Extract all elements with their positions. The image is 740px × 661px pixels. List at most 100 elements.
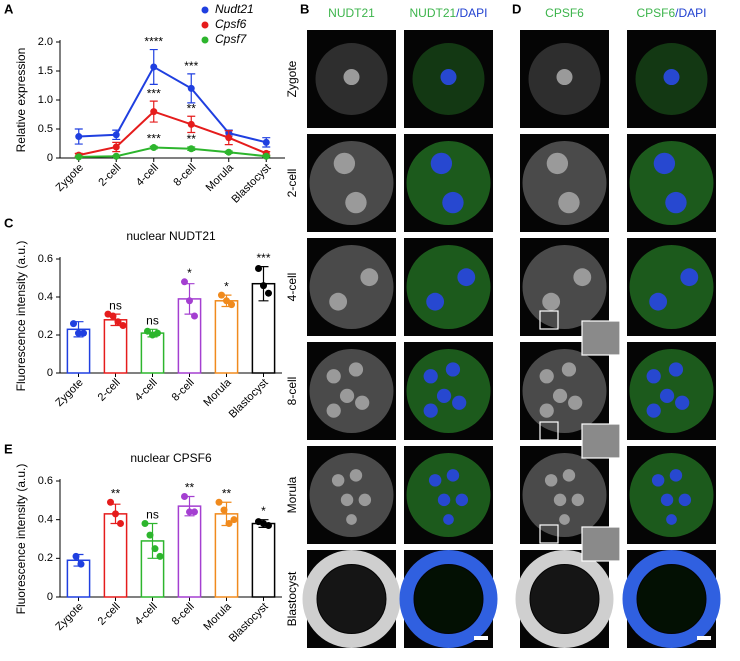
nucleus xyxy=(360,268,379,287)
y-tick-label: 0.5 xyxy=(38,123,53,135)
panel-label: A xyxy=(4,1,14,16)
column-header-part: NUDT21 xyxy=(409,6,456,20)
data-point xyxy=(151,545,159,553)
nucleus xyxy=(333,152,356,175)
significance: *** xyxy=(184,59,198,73)
row-label: 4-cell xyxy=(285,273,299,302)
bar xyxy=(214,513,239,598)
legend-label: Cpsf6 xyxy=(215,17,247,31)
chart-title: nuclear CPSF6 xyxy=(130,451,212,465)
data-point xyxy=(107,498,114,506)
nucleus xyxy=(562,469,576,482)
cell xyxy=(522,141,607,225)
nucleus xyxy=(542,292,561,311)
data-point xyxy=(77,560,85,568)
cell xyxy=(302,550,401,648)
panel-label: C xyxy=(4,215,14,230)
x-tick-label: 4-cell xyxy=(133,377,160,404)
x-tick-label: 4-cell xyxy=(133,601,160,628)
y-tick-label: 0 xyxy=(47,367,53,379)
zoom-box xyxy=(539,421,559,441)
point xyxy=(225,148,233,156)
data-point xyxy=(220,506,228,514)
data-point xyxy=(141,520,149,528)
y-tick-label: 0 xyxy=(47,152,53,164)
point xyxy=(150,144,158,152)
data-point xyxy=(156,552,164,560)
legend-marker xyxy=(201,36,209,44)
row-label: 2-cell xyxy=(285,169,299,198)
cell xyxy=(406,245,491,329)
nucleus xyxy=(457,268,476,287)
nucleus xyxy=(659,388,675,404)
data-point xyxy=(191,508,198,516)
data-point xyxy=(186,297,193,305)
point xyxy=(112,152,120,160)
inset xyxy=(581,320,621,356)
nucleus xyxy=(329,292,348,311)
error-bar xyxy=(147,522,158,559)
bar xyxy=(177,505,202,598)
y-axis-label: Relative expression xyxy=(14,48,28,153)
significance: * xyxy=(261,504,266,518)
y-tick-label: 0.2 xyxy=(38,329,53,341)
nucleus xyxy=(571,493,585,507)
data-point xyxy=(119,322,127,329)
nucleus xyxy=(443,514,454,525)
significance: *** xyxy=(147,132,161,146)
legend-label: Cpsf7 xyxy=(215,32,248,46)
cell xyxy=(629,245,714,329)
cell xyxy=(629,141,714,225)
point xyxy=(112,143,120,151)
significance: *** xyxy=(256,251,270,265)
nucleus xyxy=(349,469,363,482)
significance: ** xyxy=(187,132,197,146)
significance: ** xyxy=(185,481,195,495)
nucleus xyxy=(343,69,360,86)
series-line xyxy=(78,65,267,144)
x-tick-label: 8-cell xyxy=(170,377,197,404)
cell-inner xyxy=(414,565,483,633)
column-header: CPSF6 xyxy=(545,6,584,20)
significance: ns xyxy=(146,508,159,522)
data-point xyxy=(181,492,188,500)
y-tick-label: 0 xyxy=(47,591,53,603)
data-point xyxy=(72,552,80,560)
nucleus xyxy=(544,474,558,487)
nucleus xyxy=(326,369,341,384)
y-tick-label: 0.4 xyxy=(38,291,53,303)
nucleus xyxy=(539,369,554,384)
x-tick-label: Zygote xyxy=(53,601,85,633)
data-point xyxy=(191,312,198,320)
panel-label: B xyxy=(300,1,309,16)
nucleus xyxy=(666,514,677,525)
data-point xyxy=(223,297,230,305)
cell xyxy=(522,453,607,537)
nucleus xyxy=(345,191,367,214)
data-point xyxy=(114,318,122,326)
nucleus xyxy=(646,403,661,418)
data-point xyxy=(112,510,119,518)
point xyxy=(150,108,158,116)
column-header-part: CPSF6 xyxy=(636,6,675,20)
y-tick-label: 0.4 xyxy=(38,514,53,526)
data-point xyxy=(186,508,193,516)
x-tick-label: 2-cell xyxy=(96,162,123,189)
significance: **** xyxy=(144,35,163,49)
nucleus xyxy=(426,292,445,311)
nucleus xyxy=(663,69,680,86)
nucleus xyxy=(423,369,438,384)
series-line xyxy=(78,110,267,157)
column-header-part: /DAPI xyxy=(456,6,487,20)
x-tick-label: Zygote xyxy=(54,162,86,194)
chart-title: nuclear NUDT21 xyxy=(126,229,216,243)
x-tick-label: 8-cell xyxy=(170,601,197,628)
data-point xyxy=(215,498,223,506)
x-tick-label: Morula xyxy=(204,161,237,194)
column-header: NUDT21 xyxy=(328,6,375,20)
cell-inner xyxy=(317,565,386,633)
data-point xyxy=(70,320,77,328)
inset xyxy=(581,526,621,562)
significance: ns xyxy=(146,313,159,327)
